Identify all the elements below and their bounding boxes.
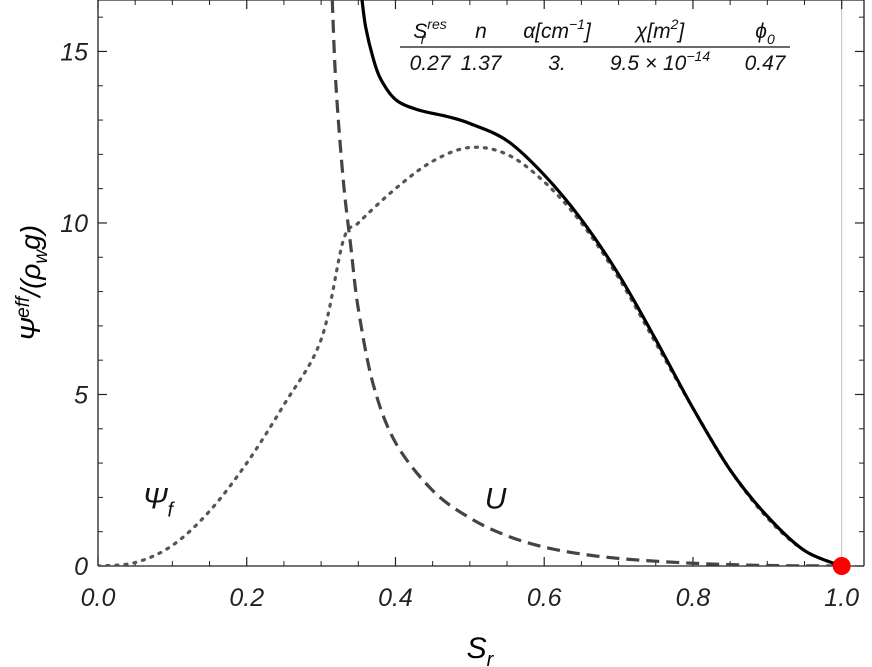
y-tick-label: 5 <box>74 381 88 409</box>
x-tick-label: 1.0 <box>824 584 859 612</box>
effective-potential-curve <box>360 0 843 566</box>
psi-f-curve <box>98 145 844 566</box>
series-group <box>98 0 851 575</box>
param-value: 0.27 <box>410 52 452 75</box>
y-tick-label: 10 <box>60 210 88 238</box>
equilibrium-marker <box>832 557 851 575</box>
u-label: U <box>485 482 507 515</box>
param-value: 3. <box>548 52 566 75</box>
u-curve <box>330 0 842 566</box>
axis-titles: Sr Ψeff/(ρwg) <box>13 225 495 667</box>
param-header: Sres r <box>413 16 446 47</box>
x-tick-label: 0.2 <box>229 584 264 612</box>
plot-frame <box>97 0 865 567</box>
x-tick-label: 0.8 <box>676 584 711 612</box>
plot-area <box>98 0 844 566</box>
y-tick-label: 0 <box>74 553 88 581</box>
axis-ticks: 0.0 0.2 0.4 0.6 0.8 1.0 0 5 10 15 <box>60 0 864 612</box>
param-value: 1.37 <box>461 52 503 75</box>
y-axis-title: Ψeff/(ρwg) <box>13 225 52 341</box>
param-header: χ[m2] <box>634 16 686 43</box>
param-header: α[cm−1] <box>523 16 592 43</box>
x-axis-title: Sr <box>467 632 495 667</box>
param-value: 0.47 <box>745 52 787 75</box>
x-tick-label: 0.0 <box>81 584 116 612</box>
parameter-table: Sres r 0.27 n 1.37 α[cm−1] 3. χ[m2] 9.5 × 10−14… <box>400 16 790 75</box>
x-tick-label: 0.6 <box>527 584 562 612</box>
param-header: n <box>475 20 487 43</box>
y-tick-label: 15 <box>60 38 88 66</box>
annotations: Ψf U <box>143 482 507 521</box>
param-value: 9.5 × 10−14 <box>610 48 710 75</box>
psi-f-label: Ψf <box>143 482 176 521</box>
param-header: ϕ0 <box>755 20 775 47</box>
x-tick-label: 0.4 <box>378 584 413 612</box>
